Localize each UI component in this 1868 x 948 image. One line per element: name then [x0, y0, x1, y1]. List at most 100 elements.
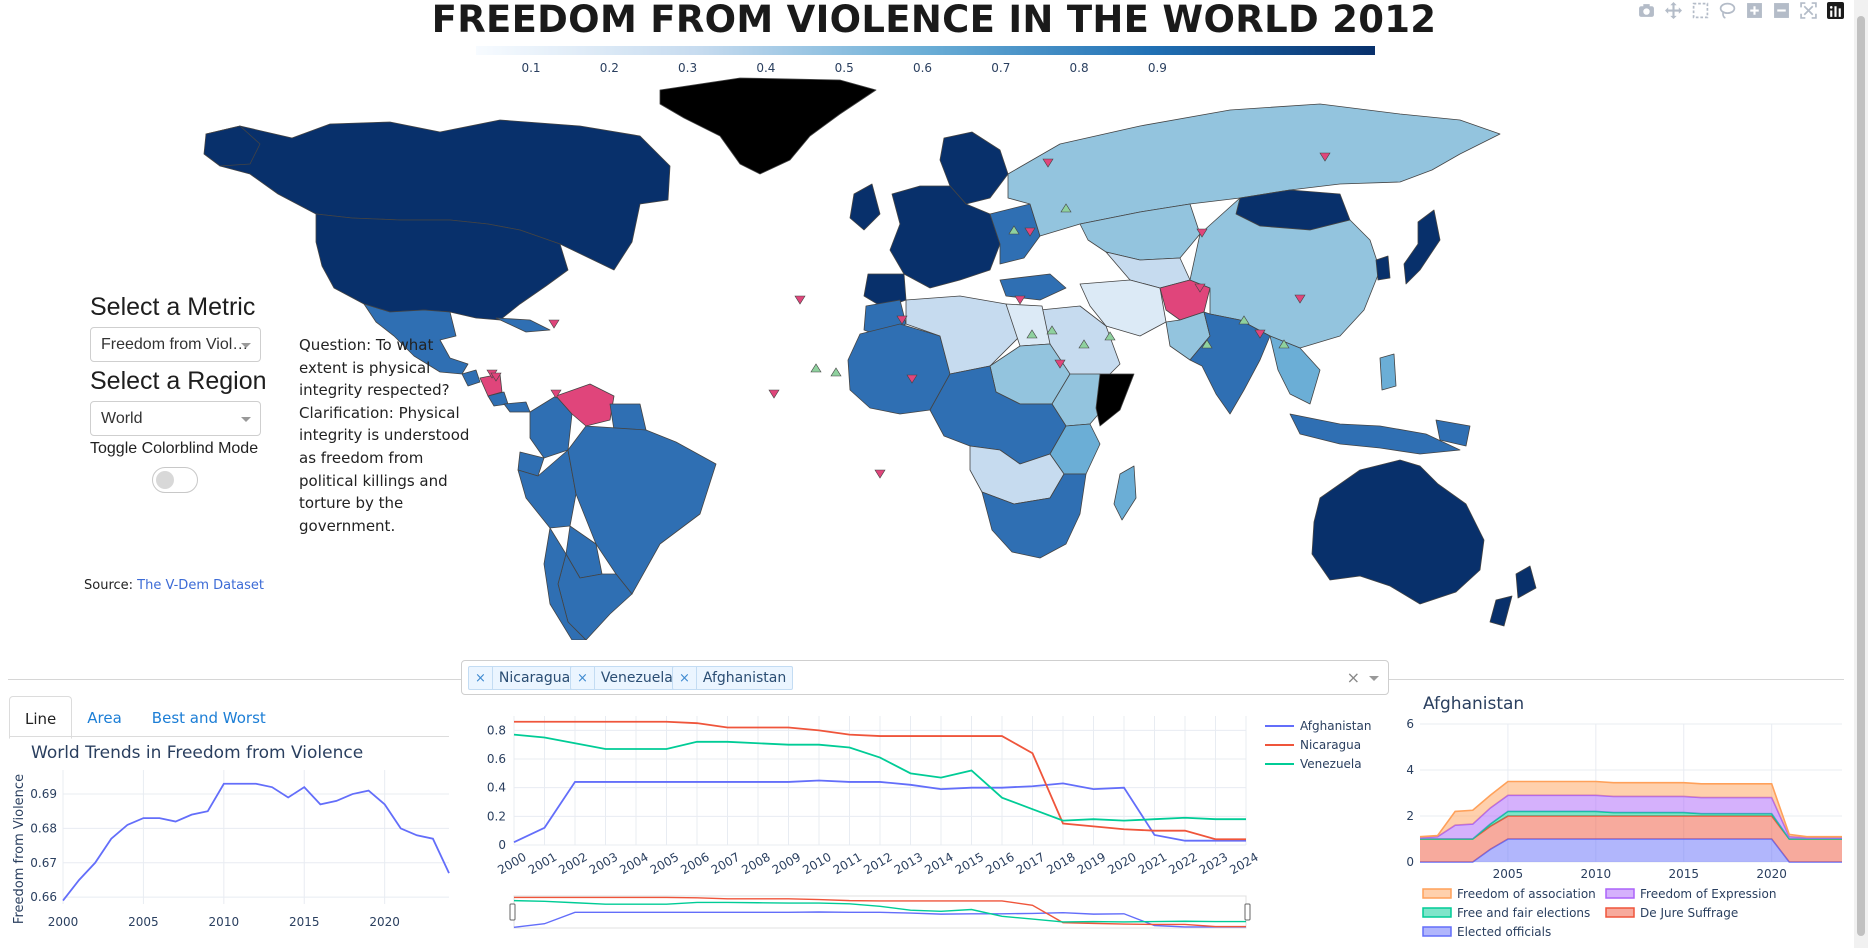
- country-indonesia[interactable]: [1289, 413, 1461, 455]
- country-cuba[interactable]: [495, 317, 551, 333]
- colorbar: 0.1 0.2 0.3 0.4 0.5 0.6 0.7 0.8 0.9: [476, 46, 1375, 75]
- colorbar-tick-label: 0.4: [756, 61, 775, 75]
- x-tick-label: 2008: [739, 850, 772, 877]
- chevron-down-icon: [241, 343, 251, 348]
- legend-swatch[interactable]: [1422, 888, 1452, 899]
- country-west-africa[interactable]: [847, 323, 951, 415]
- y-tick-label: 0.66: [30, 890, 57, 904]
- country-guatemala[interactable]: [461, 369, 481, 387]
- country-greenland[interactable]: [659, 77, 877, 175]
- legend-swatch[interactable]: [1605, 888, 1635, 899]
- decline-marker-icon: [794, 295, 806, 305]
- decline-marker-icon: [1294, 294, 1306, 304]
- world-trends-chart[interactable]: World Trends in Freedom from Violence 0.6…: [9, 736, 455, 948]
- tab-line[interactable]: Line: [9, 696, 73, 739]
- remove-chip-icon[interactable]: ×: [469, 667, 493, 689]
- colorbar-tick-label: 0.6: [913, 61, 932, 75]
- country-uk[interactable]: [849, 183, 881, 231]
- legend-label[interactable]: Freedom of Expression: [1640, 887, 1776, 901]
- legend-label[interactable]: Venezuela: [1300, 757, 1362, 771]
- source-link[interactable]: The V-Dem Dataset: [137, 578, 265, 593]
- colorbar-gradient: [476, 46, 1375, 55]
- tab-area[interactable]: Area: [87, 709, 122, 727]
- country-new-zealand[interactable]: [1489, 565, 1537, 627]
- legend-label[interactable]: Nicaragua: [1300, 738, 1361, 752]
- country-area-chart[interactable]: Afghanistan 0 2 4 6 2005 2010 2015 2020 Freedom o…: [1404, 690, 1844, 948]
- improve-marker-icon: [1008, 225, 1020, 235]
- region-dropdown[interactable]: World: [90, 401, 261, 436]
- plotly-logo-icon[interactable]: [1827, 2, 1844, 19]
- country-chip[interactable]: × Venezuela: [570, 666, 680, 690]
- x-tick-label: 2020: [1105, 850, 1138, 877]
- country-scandinavia[interactable]: [939, 131, 1009, 205]
- clear-all-icon[interactable]: ×: [1346, 668, 1360, 687]
- country-peru[interactable]: [517, 449, 577, 529]
- zoom-out-icon[interactable]: [1773, 2, 1790, 19]
- decline-marker-icon: [490, 372, 502, 382]
- country-korea[interactable]: [1375, 255, 1391, 281]
- box-select-icon[interactable]: [1692, 2, 1709, 19]
- country-nicaragua[interactable]: [479, 373, 503, 397]
- tab-best-and-worst[interactable]: Best and Worst: [151, 709, 266, 727]
- country-iran[interactable]: [1079, 279, 1167, 337]
- decline-marker-icon: [550, 389, 562, 399]
- country-western-europe[interactable]: [889, 185, 1001, 289]
- country-mexico[interactable]: [363, 303, 469, 375]
- country-venezuela[interactable]: [555, 383, 615, 427]
- country-southern-africa[interactable]: [981, 473, 1087, 559]
- x-tick-label: 2000: [495, 850, 528, 877]
- metric-dropdown[interactable]: Freedom from Viol…: [90, 327, 261, 362]
- x-tick-label: 2009: [770, 850, 803, 877]
- country-brazil[interactable]: [567, 425, 717, 595]
- chevron-down-icon[interactable]: [1369, 676, 1379, 681]
- camera-icon[interactable]: [1638, 2, 1655, 19]
- legend-label[interactable]: Free and fair elections: [1457, 906, 1590, 920]
- lasso-icon[interactable]: [1719, 2, 1736, 19]
- country-multiselect[interactable]: × Nicaragua × Venezuela × Afghanistan ×: [461, 660, 1389, 695]
- pan-icon[interactable]: [1665, 2, 1682, 19]
- legend-swatch[interactable]: [1605, 907, 1635, 918]
- autoscale-icon[interactable]: [1800, 2, 1817, 19]
- legend-label[interactable]: Afghanistan: [1300, 719, 1371, 733]
- range-handle-right[interactable]: [1244, 903, 1251, 921]
- legend-label[interactable]: Freedom of association: [1457, 887, 1596, 901]
- country-philippines[interactable]: [1379, 353, 1397, 391]
- country-chip[interactable]: × Afghanistan: [672, 666, 794, 690]
- country-alaska[interactable]: [203, 125, 261, 167]
- country-united-states[interactable]: [315, 213, 569, 321]
- remove-chip-icon[interactable]: ×: [673, 667, 697, 689]
- country-madagascar[interactable]: [1113, 465, 1137, 521]
- page-scrollbar[interactable]: [1854, 0, 1868, 948]
- scrollbar-thumb[interactable]: [1857, 16, 1865, 936]
- legend-label[interactable]: De Jure Suffrage: [1640, 906, 1738, 920]
- colorbar-tick-label: 0.9: [1148, 61, 1167, 75]
- x-tick-label: 2019: [1075, 850, 1108, 877]
- area-fill: [1420, 781, 1842, 838]
- country-australia[interactable]: [1311, 459, 1485, 605]
- world-choropleth-map[interactable]: [200, 74, 1650, 640]
- y-tick-label: 6: [1406, 717, 1414, 731]
- country-guyana-region[interactable]: [609, 403, 647, 431]
- x-tick-label: 2014: [922, 850, 955, 877]
- range-handle-left[interactable]: [509, 903, 516, 921]
- country-chip[interactable]: × Nicaragua: [468, 666, 578, 690]
- zoom-in-icon[interactable]: [1746, 2, 1763, 19]
- remove-chip-icon[interactable]: ×: [571, 667, 595, 689]
- country-india[interactable]: [1189, 311, 1271, 415]
- legend-swatch[interactable]: [1422, 926, 1452, 937]
- x-tick-label: 2020: [369, 915, 400, 929]
- country-comparison-chart[interactable]: 00.20.40.60.8200020012002200320042005200…: [480, 710, 1380, 948]
- country-turkey[interactable]: [999, 273, 1067, 301]
- legend-label[interactable]: Elected officials: [1457, 925, 1551, 939]
- country-panama[interactable]: [503, 401, 531, 413]
- x-tick-label: 2010: [800, 850, 833, 877]
- legend-swatch[interactable]: [1422, 907, 1452, 918]
- country-chile[interactable]: [543, 527, 587, 640]
- country-somalia[interactable]: [1095, 373, 1135, 427]
- y-tick-label: 0.6: [487, 752, 506, 766]
- country-papua-new-guinea[interactable]: [1435, 419, 1471, 447]
- country-russia[interactable]: [1007, 103, 1501, 237]
- country-japan[interactable]: [1403, 209, 1441, 285]
- colorblind-toggle[interactable]: [152, 467, 198, 493]
- country-southeast-asia[interactable]: [1269, 335, 1321, 405]
